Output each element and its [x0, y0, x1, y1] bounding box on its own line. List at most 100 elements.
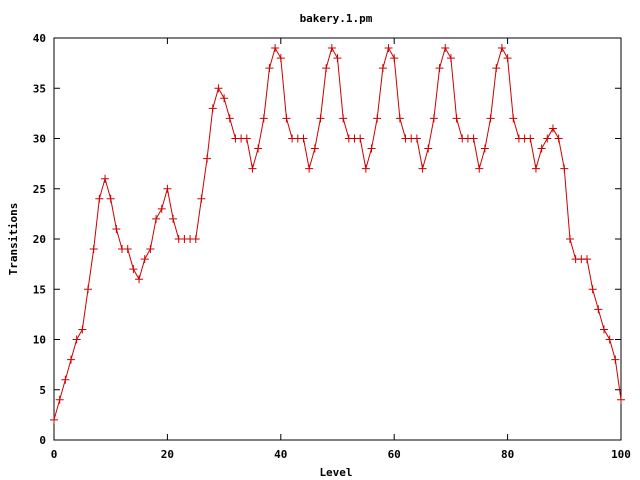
y-tick-label: 30 — [33, 133, 46, 146]
data-point — [599, 325, 608, 334]
data-point — [157, 204, 166, 213]
y-tick-label: 15 — [33, 283, 46, 296]
data-point — [537, 144, 546, 153]
data-point — [475, 164, 484, 173]
data-point — [254, 144, 263, 153]
data-point — [72, 335, 81, 344]
data-point — [191, 235, 200, 243]
x-tick-label: 20 — [161, 448, 174, 461]
data-point — [605, 335, 614, 344]
y-tick-label: 0 — [39, 434, 46, 447]
data-point — [424, 144, 433, 153]
data-point — [61, 375, 70, 384]
data-point — [492, 64, 501, 73]
data-point — [429, 114, 438, 123]
data-point — [265, 64, 274, 73]
data-point — [611, 355, 620, 364]
data-point — [548, 124, 557, 133]
data-point — [112, 224, 121, 233]
data-point — [55, 395, 64, 404]
data-point — [299, 134, 308, 143]
data-point — [441, 44, 450, 53]
data-point — [282, 114, 291, 123]
data-point — [480, 144, 489, 153]
data-point — [89, 245, 98, 254]
data-point — [276, 54, 285, 63]
data-point — [582, 255, 591, 264]
data-point — [95, 194, 104, 203]
series-group — [50, 44, 625, 424]
x-axis-label: Level — [319, 466, 352, 479]
data-point — [259, 114, 268, 123]
data-point — [271, 44, 280, 53]
data-point — [373, 114, 382, 123]
data-point — [106, 194, 115, 203]
x-tick-label: 60 — [388, 448, 401, 461]
data-point — [310, 144, 319, 153]
y-tick-label: 25 — [33, 183, 46, 196]
data-point — [412, 134, 421, 143]
data-point — [497, 44, 506, 53]
data-point — [84, 285, 93, 294]
data-point — [163, 184, 172, 193]
data-point — [140, 255, 149, 264]
data-point — [135, 275, 144, 284]
data-point — [225, 114, 234, 123]
data-point — [378, 64, 387, 73]
x-tick-label: 40 — [274, 448, 287, 461]
x-tick-label: 0 — [51, 448, 58, 461]
data-point — [384, 44, 393, 53]
data-point — [248, 164, 257, 173]
y-axis-label: Transitions — [7, 203, 20, 276]
data-point — [390, 54, 399, 63]
data-point — [333, 54, 342, 63]
data-point — [588, 285, 597, 294]
data-point — [565, 235, 574, 243]
data-point — [169, 214, 178, 223]
data-point — [395, 114, 404, 123]
data-point — [50, 415, 58, 424]
data-point — [146, 245, 155, 254]
y-tick-label: 40 — [33, 32, 46, 45]
series-line — [53, 46, 622, 421]
y-tick-label: 5 — [39, 384, 46, 397]
data-point — [208, 104, 217, 113]
x-tick-label: 100 — [611, 448, 631, 461]
data-point — [531, 164, 540, 173]
plot-frame — [53, 37, 622, 441]
y-tick-label: 10 — [33, 334, 46, 347]
data-point — [486, 114, 495, 123]
data-point — [197, 194, 206, 203]
data-point — [509, 114, 518, 123]
data-point — [543, 134, 552, 143]
axis-ticks: 0 5 10 15 20 25 30 35 40 0 20 40 60 80 100 — [33, 32, 631, 461]
data-point — [594, 305, 603, 314]
data-point — [452, 114, 461, 123]
y-tick-label: 20 — [33, 233, 46, 246]
data-point — [129, 265, 138, 274]
y-tick-label: 35 — [33, 82, 46, 95]
data-point — [78, 325, 87, 334]
data-point — [101, 174, 110, 183]
data-point — [316, 114, 325, 123]
data-point — [203, 154, 212, 163]
data-point — [367, 144, 376, 153]
data-point — [214, 84, 223, 93]
data-point — [554, 134, 563, 143]
data-point — [469, 134, 478, 143]
x-tick-label: 80 — [501, 448, 514, 461]
data-point — [503, 54, 512, 63]
data-point — [361, 164, 370, 173]
data-point — [305, 164, 314, 173]
data-point — [418, 164, 427, 173]
data-point — [123, 245, 132, 254]
data-point — [152, 214, 161, 223]
data-point — [356, 134, 365, 143]
chart-title: bakery.1.pm — [300, 12, 373, 25]
data-point — [67, 355, 76, 364]
data-point — [560, 164, 569, 173]
data-point — [526, 134, 535, 143]
data-point — [339, 114, 348, 123]
data-point — [435, 64, 444, 73]
